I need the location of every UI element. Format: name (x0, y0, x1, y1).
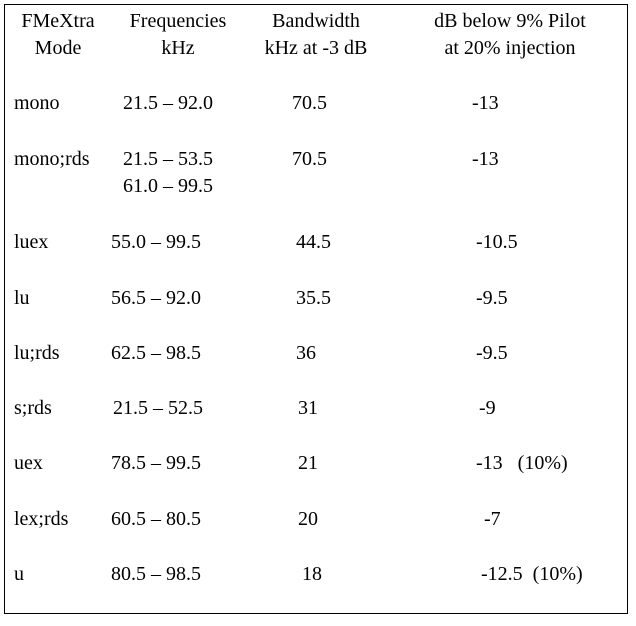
header-db-line2: at 20% injection (444, 37, 576, 59)
cell-mode: uex (14, 452, 43, 474)
header-bandwidth-line1: Bandwidth (272, 10, 360, 32)
cell-bandwidth: 18 (302, 563, 322, 585)
cell-mode: lu;rds (14, 342, 60, 364)
cell-bandwidth: 44.5 (296, 231, 331, 253)
cell-db: -9.5 (476, 287, 508, 309)
cell-mode: luex (14, 231, 49, 253)
cell-mode: lu (14, 287, 30, 309)
cell-frequencies: 21.5 – 92.0 (123, 92, 213, 114)
cell-db: -12.5 (10%) (481, 563, 583, 585)
cell-frequencies: 78.5 – 99.5 (111, 452, 201, 474)
cell-bandwidth: 21 (298, 452, 318, 474)
cell-frequencies: 21.5 – 53.5 (123, 148, 213, 170)
header-bandwidth-line2: kHz at -3 dB (264, 37, 368, 59)
cell-db: -7 (484, 508, 501, 530)
cell-db: -13 (472, 92, 499, 114)
cell-mode: lex;rds (14, 508, 69, 530)
cell-mode: mono (14, 92, 60, 114)
cell-frequencies-line2: 61.0 – 99.5 (123, 175, 213, 197)
cell-frequencies: 56.5 – 92.0 (111, 287, 201, 309)
cell-bandwidth: 35.5 (296, 287, 331, 309)
cell-frequencies: 62.5 – 98.5 (111, 342, 201, 364)
cell-bandwidth: 31 (298, 397, 318, 419)
cell-bandwidth: 70.5 (292, 148, 327, 170)
cell-mode: u (14, 563, 24, 585)
cell-bandwidth: 36 (296, 342, 316, 364)
cell-db: -9 (479, 397, 496, 419)
table-frame (4, 4, 628, 614)
cell-db: -13 (472, 148, 499, 170)
cell-frequencies: 55.0 – 99.5 (111, 231, 201, 253)
cell-frequencies: 80.5 – 98.5 (111, 563, 201, 585)
cell-db: -13 (10%) (476, 452, 568, 474)
header-db-line1: dB below 9% Pilot (434, 10, 586, 32)
cell-bandwidth: 20 (298, 508, 318, 530)
cell-frequencies: 21.5 – 52.5 (113, 397, 203, 419)
header-frequencies-line2: kHz (161, 37, 195, 59)
header-frequencies-line1: Frequencies (129, 10, 227, 32)
cell-mode: s;rds (14, 397, 52, 419)
header-mode-line2: Mode (34, 37, 82, 59)
cell-bandwidth: 70.5 (292, 92, 327, 114)
header-mode-line1: FMeXtra (21, 10, 95, 32)
cell-frequencies: 60.5 – 80.5 (111, 508, 201, 530)
cell-db: -10.5 (476, 231, 518, 253)
cell-mode: mono;rds (14, 148, 90, 170)
cell-db: -9.5 (476, 342, 508, 364)
